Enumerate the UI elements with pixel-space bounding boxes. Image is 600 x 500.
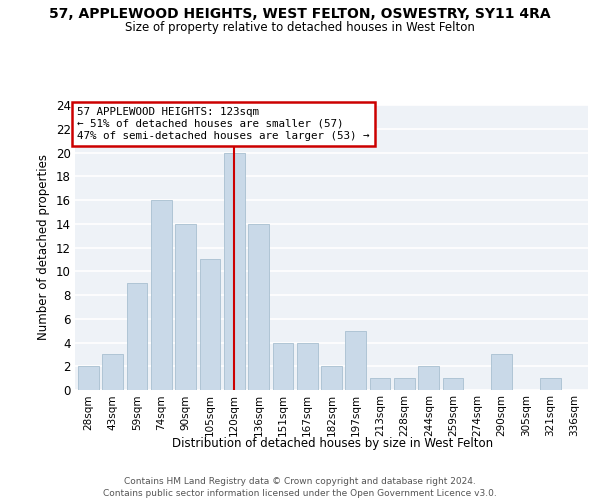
Bar [248,224,269,390]
Text: Distribution of detached houses by size in West Felton: Distribution of detached houses by size … [172,438,494,450]
Bar [200,260,220,390]
Bar [540,378,560,390]
Text: 57, APPLEWOOD HEIGHTS, WEST FELTON, OSWESTRY, SY11 4RA: 57, APPLEWOOD HEIGHTS, WEST FELTON, OSWE… [49,8,551,22]
Bar [321,366,342,390]
Text: Size of property relative to detached houses in West Felton: Size of property relative to detached ho… [125,21,475,34]
Bar [127,283,148,390]
Text: Contains public sector information licensed under the Open Government Licence v3: Contains public sector information licen… [103,489,497,498]
Bar [418,366,439,390]
Bar [443,378,463,390]
Bar [370,378,391,390]
Bar [151,200,172,390]
Bar [394,378,415,390]
Bar [175,224,196,390]
Bar [297,342,317,390]
Bar [346,330,366,390]
Bar [103,354,123,390]
Bar [224,152,245,390]
Bar [78,366,99,390]
Bar [272,342,293,390]
Text: 57 APPLEWOOD HEIGHTS: 123sqm
← 51% of detached houses are smaller (57)
47% of se: 57 APPLEWOOD HEIGHTS: 123sqm ← 51% of de… [77,108,370,140]
Text: Contains HM Land Registry data © Crown copyright and database right 2024.: Contains HM Land Registry data © Crown c… [124,478,476,486]
Bar [491,354,512,390]
Y-axis label: Number of detached properties: Number of detached properties [37,154,50,340]
